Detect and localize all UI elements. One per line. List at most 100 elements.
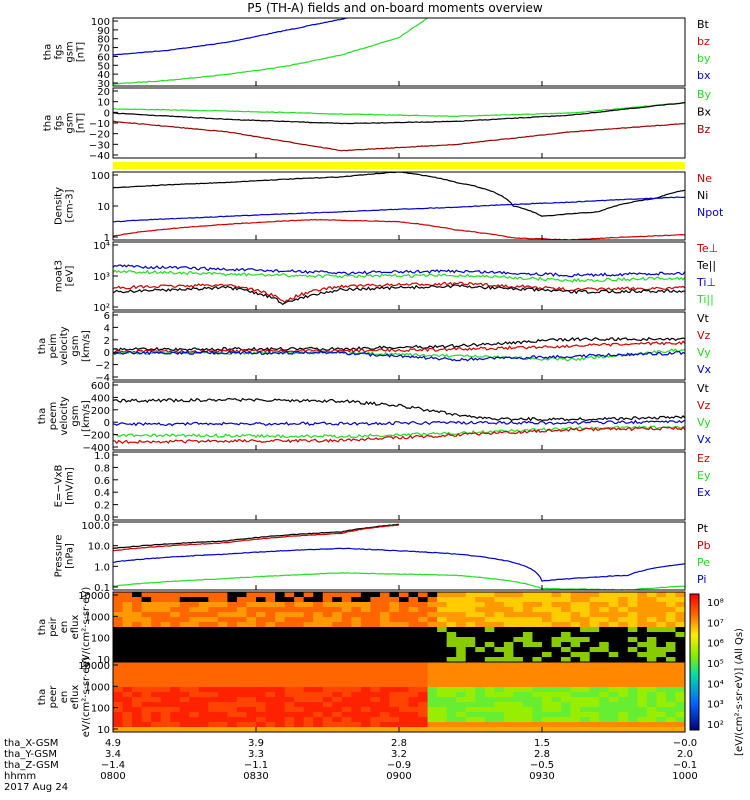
ylabel-part: E=−VxB: [54, 465, 65, 508]
series-Vt: [113, 397, 685, 422]
legend-By: By: [697, 88, 712, 101]
ytick-label: 40: [97, 70, 110, 81]
ylabel-part: [eV]: [65, 266, 76, 287]
xaxis-value: −0.9: [387, 760, 411, 771]
series-Vy: [113, 425, 685, 439]
ytick-label: 30: [97, 79, 110, 90]
ytick-label: 80: [97, 35, 110, 46]
ylabel-part: tha: [37, 338, 48, 354]
flag-bar: [113, 162, 685, 169]
ylabel: tha peim velocity gsm [km/s]: [37, 326, 92, 365]
xaxis-value: 1000: [672, 771, 697, 782]
legend-Ez: Ez: [697, 452, 710, 465]
xaxis-value: 3.4: [105, 749, 121, 760]
ytick-label: 100: [91, 634, 110, 645]
series-By: [113, 102, 685, 117]
colorbar-tick: 10³: [707, 700, 724, 711]
ylabel-part: eV/(cm²·s·sr·eV): [81, 587, 92, 668]
ytick-label: 0: [104, 108, 110, 119]
series-Pi: [113, 547, 685, 582]
colorbar-tick: 10⁶: [707, 639, 724, 650]
ylabel-part: Density: [54, 187, 65, 225]
legend-Ti⊥: Ti⊥: [696, 276, 716, 289]
ytick-label: 10: [97, 725, 110, 736]
panel-frame: [112, 381, 686, 451]
xaxis-row-label: hhmm: [4, 771, 36, 782]
legend-Ti||: Ti||: [696, 293, 714, 306]
ylabel-part: gsm: [65, 112, 76, 133]
legend-Ni: Ni: [697, 189, 708, 202]
ytick-label: 1000: [85, 682, 110, 693]
series-Ne: [113, 218, 685, 240]
ylabel: tha peem velocity gsm [km/s]: [37, 396, 92, 435]
series-Te⊥: [113, 281, 685, 304]
colorbar-tick: 10²: [707, 720, 724, 731]
xaxis-value: 3.9: [248, 738, 264, 749]
xaxis-value: 2.8: [534, 749, 550, 760]
ylabel: Pressure [nPa]: [54, 535, 76, 578]
xaxis-value: 3.3: [248, 749, 264, 760]
legend-bx: bx: [697, 69, 711, 82]
ytick-label: 70: [97, 44, 110, 55]
ytick-label: 0: [104, 348, 110, 359]
xaxis-value: 3.2: [391, 749, 407, 760]
ylabel-part: [cm-3]: [65, 189, 76, 222]
colorbar-tick: 10⁸: [707, 598, 724, 609]
ytick-label: 1000: [85, 612, 110, 623]
ylabel-part: tha: [37, 689, 48, 705]
series-Ti⊥: [113, 264, 685, 278]
series-Pb: [113, 524, 400, 552]
xaxis-value: 4.9: [105, 738, 121, 749]
xaxis-value: 2.8: [391, 738, 407, 749]
series-Vx: [113, 350, 685, 362]
legend-Vz: Vz: [697, 329, 711, 342]
ytick-label: −20: [89, 130, 110, 141]
legend-by: by: [697, 52, 711, 65]
ytick-label: 1.0: [94, 562, 110, 573]
legend-Vt: Vt: [697, 312, 710, 325]
ylabel-part: peer: [48, 685, 59, 709]
ytick-label: 60: [97, 52, 110, 63]
series-bx: [113, 18, 348, 56]
ytick-label: 10.0: [88, 542, 110, 553]
ylabel-part: en: [59, 621, 70, 634]
ytick-label: 600: [91, 381, 110, 392]
xaxis-value: 0930: [529, 771, 554, 782]
ylabel-part: tha: [43, 44, 54, 60]
colorbar-label-text: [eV/(cm²·s·sr·eV)] (All Qs): [734, 628, 745, 756]
legend-Vt: Vt: [697, 382, 710, 395]
ylabel-part: [mV/m]: [65, 467, 76, 505]
xaxis-value: −0.0: [673, 738, 697, 749]
ytick-label: 100: [91, 171, 110, 182]
ytick-label: 0.8: [94, 463, 110, 474]
legend-Npot: Npot: [697, 206, 724, 219]
colorbar: [689, 593, 700, 731]
ylabel-part: fgs: [54, 115, 65, 130]
ylabel: tha peer en eflux eV/(cm²·s·sr·eV): [37, 657, 92, 738]
colorbar-tick: 10⁷: [707, 618, 724, 629]
xaxis-value: −1.1: [244, 760, 268, 771]
series-Pt: [113, 523, 399, 549]
ylabel: tha peir en eflux eV/(cm²·s·sr·eV): [37, 587, 92, 668]
ytick-label: 400: [91, 393, 110, 404]
ylabel-part: en: [59, 691, 70, 704]
ytick-label: 0.1: [94, 583, 110, 594]
panel-9: 10000 1000 100 10 tha peir en eflux eV/(cm²·s·sr…: [37, 587, 686, 668]
ylabel: Density [cm-3]: [54, 187, 76, 225]
xaxis-value: 0800: [100, 771, 125, 782]
ylabel: E=−VxB [mV/m]: [54, 465, 76, 508]
ylabel-part: [nT]: [76, 42, 87, 62]
legend-bz: bz: [697, 35, 710, 48]
ytick-label: 10000: [78, 661, 110, 672]
ytick-label: 10000: [78, 591, 110, 602]
xaxis-value: −0.5: [530, 760, 554, 771]
legend-Bx: Bx: [697, 106, 712, 119]
ytick-label: 2: [104, 336, 110, 347]
series-Bz: [113, 120, 685, 152]
ytick-label: −200: [83, 431, 110, 442]
panel-8: 100.0 10.0 1.0 0.1 Pressure [nPa] Pt Pb Pe Pi: [54, 521, 711, 594]
ytick-label: 4: [104, 323, 110, 334]
